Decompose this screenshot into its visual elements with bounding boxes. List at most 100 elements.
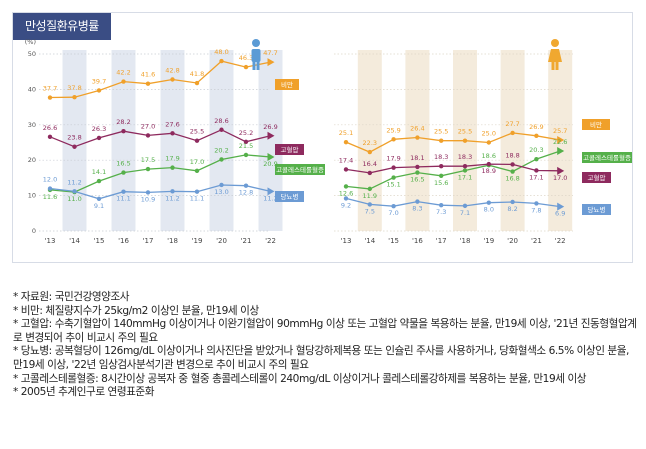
- data-point: [170, 189, 175, 194]
- female-column-band: [500, 50, 525, 231]
- data-point: [121, 79, 126, 84]
- series-label-box: [275, 79, 299, 90]
- data-label: 11.0: [67, 195, 81, 203]
- data-point: [243, 183, 249, 188]
- data-label: 16.4: [363, 160, 377, 168]
- series-label-box: [582, 172, 611, 183]
- series-line-당뇨병: [49, 184, 271, 200]
- y-tick-label: 0: [32, 227, 36, 235]
- data-label: 42.8: [165, 66, 179, 74]
- data-point: [47, 95, 53, 100]
- data-label: 12.8: [239, 189, 253, 197]
- data-label: 41.6: [141, 71, 155, 79]
- data-point: [96, 88, 102, 93]
- data-point: [415, 199, 420, 204]
- data-point: [367, 202, 372, 207]
- data-label: 28.2: [116, 118, 130, 126]
- data-label: 17.9: [386, 155, 400, 163]
- data-label: 6.9: [555, 210, 565, 218]
- data-point: [415, 164, 420, 170]
- data-point: [534, 168, 539, 173]
- data-label: 17.5: [141, 156, 155, 164]
- data-point: [96, 178, 102, 184]
- male-column-band: [160, 50, 185, 231]
- data-label: 12.6: [339, 189, 353, 197]
- data-label: 26.9: [263, 123, 277, 131]
- series-line-당뇨병: [345, 197, 561, 208]
- data-point: [462, 138, 468, 143]
- data-label: 17.1: [458, 173, 472, 181]
- data-label: 15.1: [386, 181, 400, 189]
- data-label: 8.2: [507, 205, 517, 213]
- x-tick-label: '18: [460, 237, 471, 245]
- series-line-고콜레스테롤혈증: [49, 154, 271, 193]
- note-cholesterol: * 고콜레스테롤혈증: 8시간이상 공복자 중 혈중 총콜레스테롤이 240mg…: [13, 372, 587, 385]
- data-label: 16.5: [410, 176, 424, 184]
- female-icon-leg: [551, 61, 555, 70]
- data-label: 11.6: [43, 193, 57, 201]
- data-label: 37.7: [43, 85, 57, 93]
- data-point: [170, 77, 175, 82]
- data-label: 16.8: [505, 175, 519, 183]
- data-point: [510, 169, 515, 174]
- data-point: [243, 139, 249, 144]
- data-point: [170, 165, 175, 170]
- data-label: 14.1: [92, 168, 106, 176]
- data-point: [415, 170, 420, 175]
- data-label: 11.9: [363, 192, 377, 200]
- series-label-box: [275, 164, 325, 175]
- data-label: 25.0: [482, 130, 496, 138]
- footnotes: * 자료원: 국민건강영양조사 * 비만: 체질량지수가 25kg/m2 이상인…: [13, 291, 638, 400]
- x-tick-label: '15: [94, 237, 105, 245]
- data-point: [96, 135, 102, 141]
- data-point: [510, 130, 515, 136]
- data-label: 42.2: [116, 69, 130, 77]
- data-point: [72, 94, 77, 100]
- data-point: [439, 164, 444, 169]
- data-point: [96, 196, 102, 201]
- male-icon-leg: [252, 61, 256, 70]
- female-icon-head: [551, 39, 559, 47]
- data-point: [194, 80, 200, 86]
- series-name-label: 고혈압: [588, 173, 606, 182]
- data-label: 7.3: [436, 208, 446, 216]
- male-column-band: [258, 50, 283, 231]
- data-label: 16.5: [116, 160, 130, 168]
- data-label: 17.1: [529, 173, 543, 181]
- data-label: 25.5: [190, 128, 204, 136]
- data-label: 7.0: [388, 209, 398, 217]
- data-point: [510, 199, 515, 205]
- series-arrow: [557, 202, 565, 211]
- data-point: [391, 175, 396, 180]
- data-point: [121, 128, 126, 134]
- series-name-label: 비만: [590, 120, 602, 129]
- data-label: 17.9: [165, 155, 179, 163]
- data-label: 26.6: [43, 124, 57, 132]
- data-label: 22.6: [553, 138, 567, 146]
- female-column-band: [357, 50, 382, 231]
- data-point: [439, 138, 444, 143]
- data-label: 22.3: [363, 139, 377, 147]
- y-tick-label: 20: [28, 156, 36, 164]
- data-label: 11.1: [190, 195, 204, 203]
- series-line-고혈압: [345, 163, 561, 174]
- x-tick-label: '21: [531, 237, 542, 245]
- x-tick-label: '17: [436, 237, 447, 245]
- data-point: [510, 162, 515, 167]
- data-label: 21.5: [239, 142, 253, 150]
- note-source: * 자료원: 국민건강영양조사: [13, 291, 130, 303]
- x-tick-label: '17: [143, 237, 154, 245]
- data-point: [72, 144, 77, 149]
- data-point: [194, 189, 200, 194]
- female-icon-leg: [555, 61, 559, 70]
- data-point: [145, 133, 151, 138]
- data-point: [343, 139, 349, 145]
- data-label: 7.1: [460, 209, 470, 217]
- data-point: [72, 189, 77, 194]
- data-label: 17.0: [190, 158, 204, 166]
- data-label: 25.2: [239, 129, 253, 137]
- data-point: [391, 204, 396, 209]
- series-arrow: [557, 166, 565, 175]
- data-label: 27.7: [505, 120, 519, 128]
- data-point: [343, 196, 349, 201]
